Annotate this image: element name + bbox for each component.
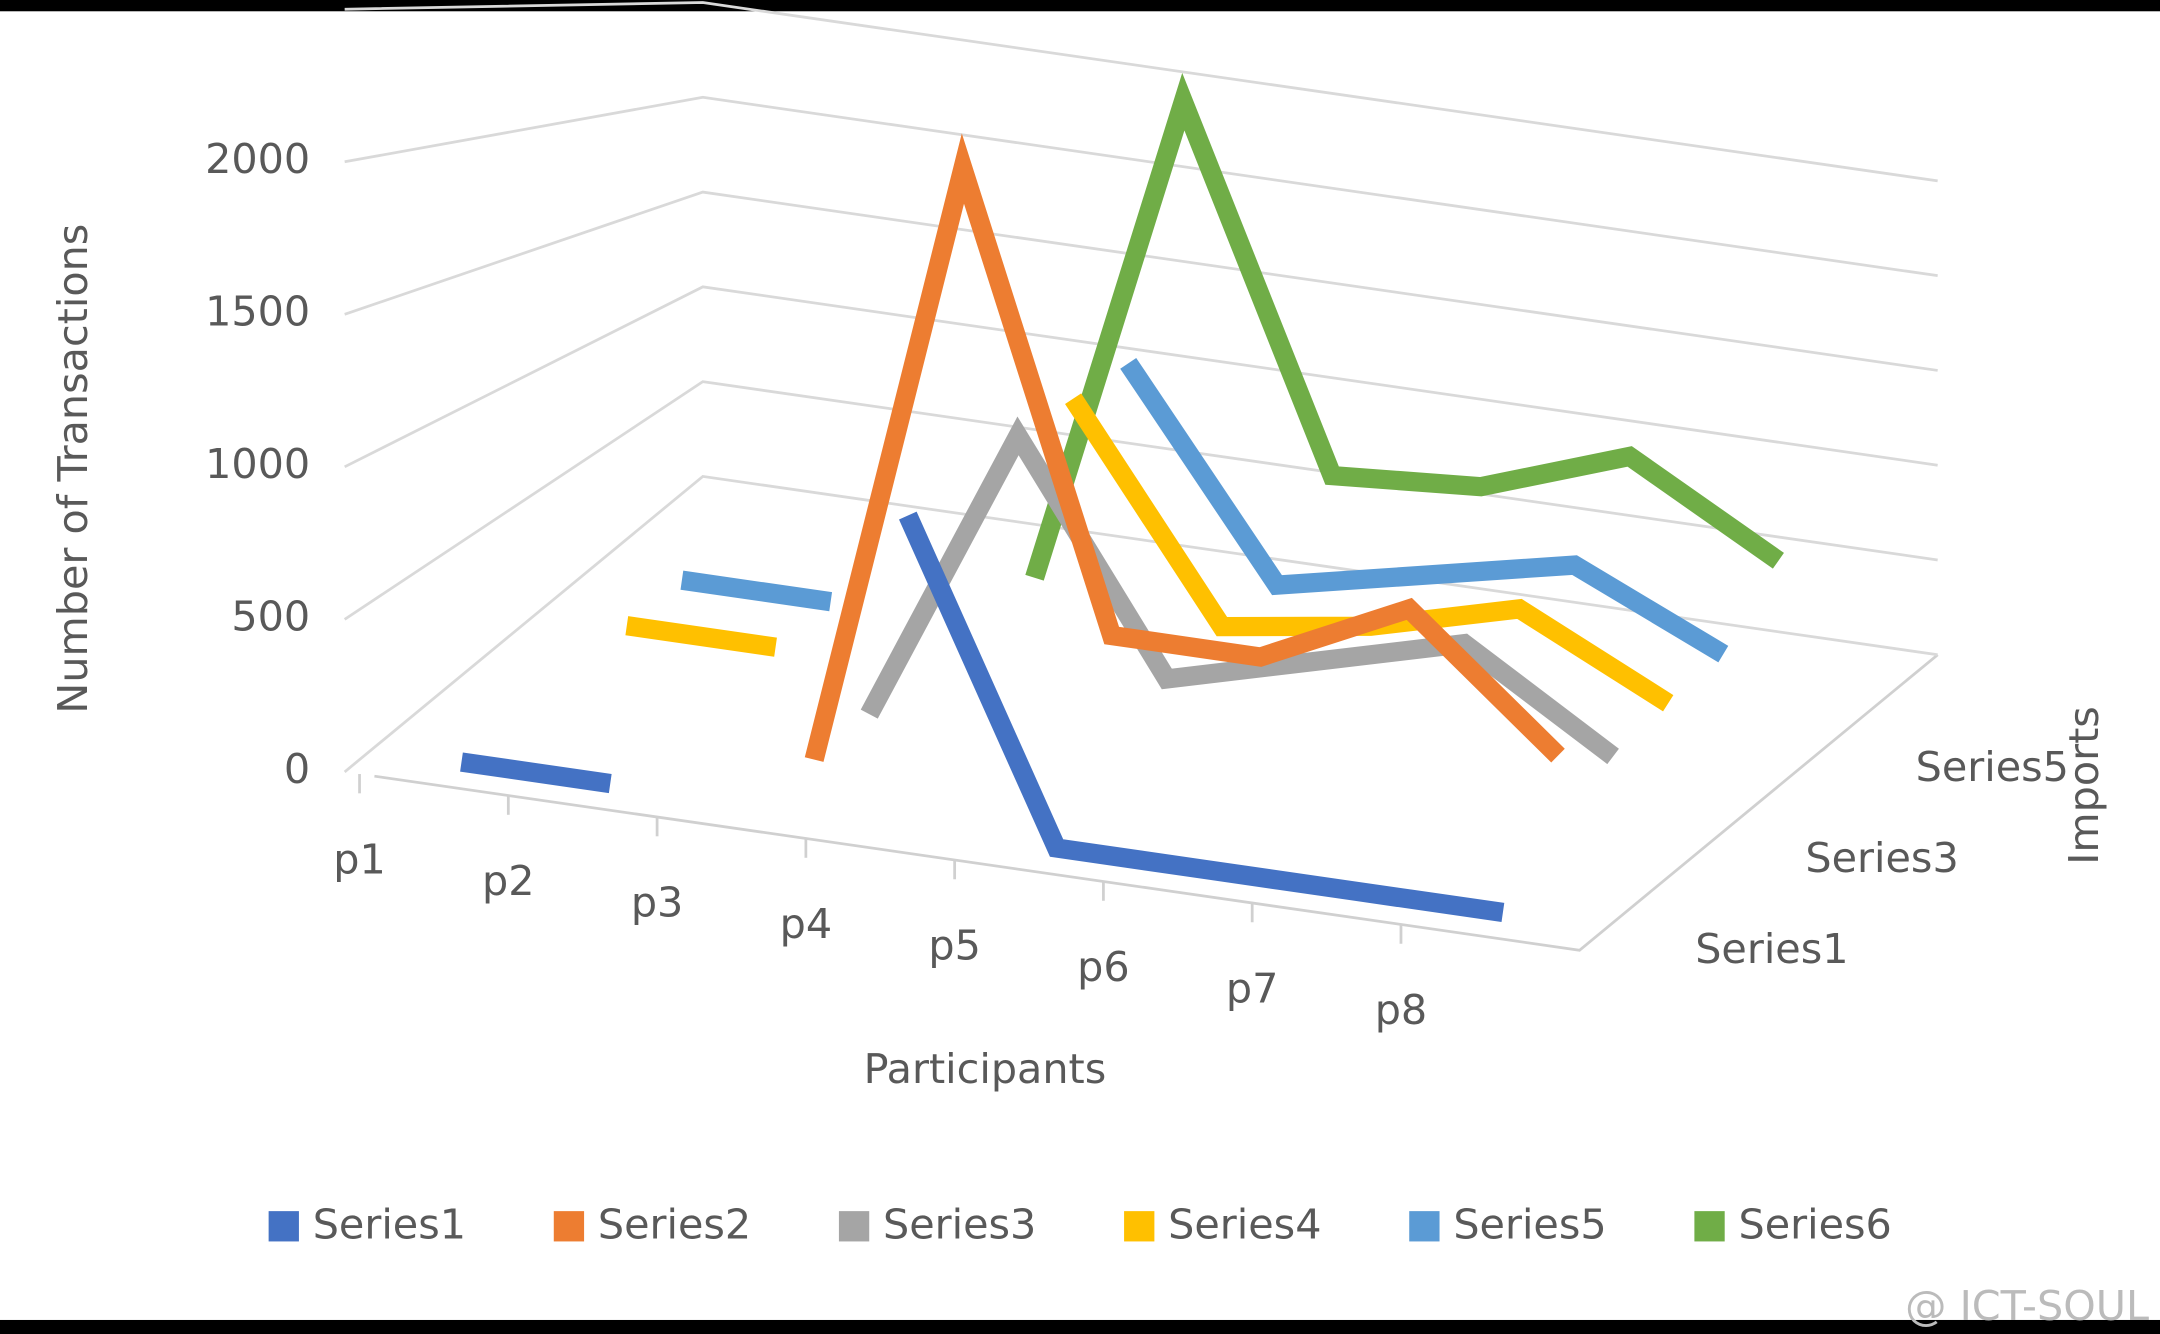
floor-edge <box>374 653 1939 952</box>
legend-swatch <box>1694 1211 1725 1242</box>
legend-label: Series5 <box>1453 1201 1606 1249</box>
x-tick-label: p3 <box>631 878 684 926</box>
depth-tick-label: Series1 <box>1695 925 1848 973</box>
x-axis-title: Participants <box>864 1045 1107 1093</box>
legend-label: Series1 <box>313 1201 466 1249</box>
legend-swatch <box>1124 1211 1155 1242</box>
grid-line <box>344 190 1938 372</box>
x-tick-label: p2 <box>482 857 535 905</box>
depth-tick-label: Series3 <box>1805 834 1958 882</box>
legend-label: Series3 <box>883 1201 1036 1249</box>
y-tick-label: 2000 <box>205 135 310 183</box>
grid-line <box>344 285 1938 469</box>
series-line <box>460 511 1505 923</box>
y-tick-label: 0 <box>284 745 310 793</box>
grid-line <box>344 95 1938 278</box>
legend-label: Series2 <box>598 1201 751 1249</box>
depth-axis-title: Imports <box>2060 706 2108 865</box>
series-line <box>860 416 1619 765</box>
depth-tick-label: Series5 <box>1916 743 2069 791</box>
x-tick-label: p8 <box>1375 986 1428 1034</box>
x-tick-label: p6 <box>1077 943 1130 991</box>
legend-label: Series6 <box>1738 1201 1891 1249</box>
y-tick-label: 1500 <box>205 287 310 335</box>
legend-swatch <box>1409 1211 1440 1242</box>
grid-line <box>343 380 1938 621</box>
series-line <box>680 357 1729 663</box>
series-line <box>1025 72 1784 581</box>
y-axis-title: Number of Transactions <box>49 224 97 714</box>
watermark: @ ICT-SOUL <box>1905 1282 2149 1330</box>
grid-line <box>343 474 1938 773</box>
x-tick-label: p1 <box>333 835 386 883</box>
plot-edge <box>344 1 1938 183</box>
legend-swatch <box>553 1211 585 1242</box>
y-tick-label: 500 <box>231 592 310 640</box>
y-tick-label: 1000 <box>205 440 310 488</box>
x-tick-label: p5 <box>928 921 981 969</box>
x-tick-label: p4 <box>780 900 833 948</box>
background <box>0 11 2160 1320</box>
legend-label: Series4 <box>1168 1201 1321 1249</box>
legend-swatch <box>838 1211 870 1242</box>
x-tick-label: p7 <box>1226 964 1279 1012</box>
series-line <box>804 133 1565 763</box>
legend-swatch <box>268 1211 299 1242</box>
